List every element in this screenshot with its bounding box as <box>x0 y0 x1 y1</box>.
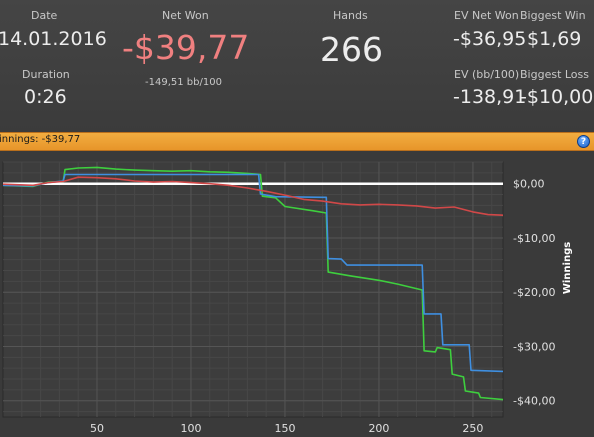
series-line-2 <box>2 173 504 373</box>
x-tick-label: 50 <box>90 422 104 433</box>
winnings-chart: 50 100 150 200 250 $0,00 -$10,00 -$20,00 -$30,0… <box>2 161 573 435</box>
y-axis: $0,00 -$10,00 -$20,00 -$30,00 -$40,00 <box>513 178 555 408</box>
hands-value: 266 <box>320 30 383 69</box>
x-tick-label: 200 <box>368 422 389 433</box>
y-axis-label: Winnings <box>562 242 573 294</box>
help-icon[interactable]: ? <box>577 135 590 148</box>
winnings-banner-text: innings: -$39,77 <box>0 134 81 145</box>
hands-label: Hands <box>333 9 368 22</box>
y-tick-label: -$30,00 <box>513 340 555 353</box>
series-lines <box>2 166 504 401</box>
winnings-chart-area: 50 100 150 200 250 $0,00 -$10,00 -$20,00 -$30,0… <box>0 151 594 435</box>
ev-bb100-label: EV (bb/100) <box>454 68 520 81</box>
net-won-label: Net Won <box>162 9 209 22</box>
biggest-win-value: $1,69 <box>527 28 582 50</box>
date-value: 14.01.2016 <box>0 28 107 50</box>
ev-bb100-value: -138,91 <box>453 86 527 108</box>
duration-value: 0:26 <box>24 86 67 108</box>
session-stats-panel: Date 14.01.2016 Duration 0:26 Net Won -$… <box>0 0 594 133</box>
x-tick-label: 150 <box>274 422 295 433</box>
y-tick-label: -$40,00 <box>513 395 555 408</box>
series-line-1 <box>2 166 504 401</box>
x-tick-label: 250 <box>462 422 483 433</box>
ev-net-won-label: EV Net Won <box>454 9 519 22</box>
y-tick-label: -$20,00 <box>513 286 555 299</box>
series-line-3 <box>2 176 504 216</box>
date-label: Date <box>31 9 58 22</box>
biggest-loss-label: Biggest Loss <box>520 68 590 81</box>
ev-net-won-value: -$36,95 <box>453 28 527 50</box>
net-won-value: -$39,77 <box>122 28 250 67</box>
biggest-loss-value: -$10,00 <box>520 86 594 108</box>
y-tick-label: $0,00 <box>513 178 545 191</box>
x-tick-label: 100 <box>180 422 201 433</box>
biggest-win-label: Biggest Win <box>520 9 586 22</box>
x-axis: 50 100 150 200 250 <box>90 422 483 435</box>
duration-label: Duration <box>22 68 70 81</box>
net-won-bb100: -149,51 bb/100 <box>145 77 222 88</box>
winnings-banner: innings: -$39,77 ? <box>0 132 594 151</box>
y-tick-label: -$10,00 <box>513 232 555 245</box>
